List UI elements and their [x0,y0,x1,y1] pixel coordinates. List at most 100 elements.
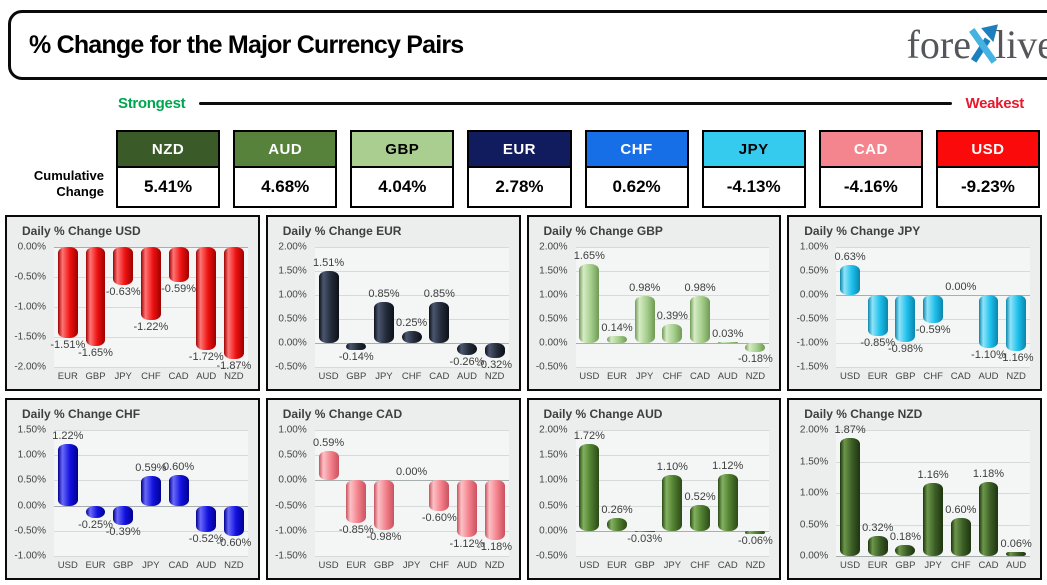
gridline [575,556,770,557]
x-tick-label-EUR: EUR [867,371,888,382]
gridline [836,461,1030,463]
x-tick-label-CAD: CAD [168,371,189,382]
x-tick-label-CAD: CAD [717,560,738,571]
y-tick-label: 1.00% [799,241,829,253]
data-label-EUR: -1.51% [50,338,86,351]
y-tick-label: -1.00% [14,550,46,562]
gridline [314,430,509,431]
x-axis-AUD: USD EUR GBP JPY CHF CAD NZD [576,560,770,573]
data-label-CHF: 0.60% [945,504,977,517]
bar-AUD-vs-USD [579,444,600,531]
bar-JPY-vs-USD [840,264,861,295]
bar-NZD-vs-JPY [923,482,944,556]
y-tick-label: 0.00% [799,550,829,562]
x-tick-label-USD: USD [840,371,861,382]
bar-GBP-vs-CAD [690,295,710,343]
gridline [575,295,770,296]
currency-column-JPY: JPY -4.13% [701,130,806,208]
x-tick-label-NZD: NZD [484,560,505,571]
chart-panel-EUR: Daily % Change EUR 2.00% 1.50% 1.00% 0.50% 0.… [265,215,521,391]
plot-area-JPY: 0.63% -0.85% -0.98% -0.59% 0.00% -1.10% -1.16% [834,247,1034,368]
y-tick-label: 1.00% [799,487,829,499]
x-tick-label-CHF: CHF [951,560,971,571]
cumulative-value-JPY: -4.13% [701,168,806,208]
cumulative-change-table: NZD 5.41% AUD 4.68% GBP 4.04% EUR 2.78% CHF 0.62%… [116,130,1040,208]
y-tick-label: 1.50% [539,265,568,277]
bar-NZD-vs-AUD [1006,552,1027,556]
x-tick-label-EUR: EUR [606,560,628,571]
y-tick-label: 1.00% [17,449,46,461]
y-axis-JPY: 1.00% 0.50% 0.00% -0.50% -1.00% -1.50% [789,242,832,373]
chart-panel-USD: Daily % Change USD 0.00% -0.50% -1.00% -1.50… [5,215,260,391]
x-tick-label-JPY: JPY [663,560,682,571]
currency-header-JPY: JPY [701,130,806,168]
x-tick-label-NZD: NZD [745,371,766,382]
data-label-NZD: -0.32% [477,359,513,372]
chart-panel-AUD: Daily % Change AUD 2.00% 1.50% 1.00% 0.50% 0.… [526,398,782,580]
x-tick-label-JPY: JPY [142,560,160,571]
data-label-CHF: -1.22% [133,321,169,334]
chart-title-AUD: Daily % Change AUD [543,407,663,421]
y-tick-label: -2.00% [14,361,46,373]
x-tick-label-CHF: CHF [662,371,683,382]
x-tick-label-USD: USD [318,560,339,571]
x-tick-label-GBP: GBP [373,560,394,571]
plot-area-CAD: 0.59% -0.85% -0.98% 0.00% -0.60% -1.12% -1.18% [313,430,513,557]
x-tick-label-GBP: GBP [895,560,916,571]
bar-CHF-vs-USD [57,444,78,506]
gridline [54,530,248,532]
chart-title-NZD: Daily % Change NZD [804,407,923,421]
gridline [836,247,1030,248]
strength-scale-line [199,101,952,105]
x-tick-label-EUR: EUR [57,371,78,382]
y-tick-label: 2.00% [539,241,568,253]
y-tick-label: 0.50% [539,500,568,512]
bar-EUR-vs-JPY [373,302,394,343]
bar-GBP-vs-CHF [662,324,683,343]
y-axis-CAD: 1.00% 0.50% 0.00% -0.50% -1.00% -1.50% [268,425,311,562]
x-tick-label-GBP: GBP [113,560,134,571]
x-tick-label-EUR: EUR [85,560,106,571]
data-label-NZD: -1.87% [216,360,252,373]
gridline [54,556,248,557]
gridline [314,295,509,296]
gridline [54,455,248,457]
data-label-CHF: -0.59% [915,324,951,337]
y-tick-label: 1.00% [539,474,568,486]
currency-column-EUR: EUR 2.78% [467,130,572,208]
bar-GBP-vs-NZD [745,343,766,352]
y-tick-label: -1.50% [796,361,829,373]
gridline [836,367,1030,368]
gridline [575,271,770,272]
currency-header-CHF: CHF [584,130,689,168]
cumulative-value-CHF: 0.62% [584,168,689,208]
data-label-NZD: -1.18% [477,540,513,553]
bar-AUD-vs-NZD [745,530,766,534]
y-tick-label: 0.50% [278,449,307,461]
gridline [314,319,509,320]
data-label-CAD: 1.12% [712,460,744,473]
data-label-GBP: -0.98% [888,343,923,356]
bar-CAD-vs-AUD [457,480,477,537]
x-tick-label-USD: USD [840,560,861,571]
x-tick-label-JPY: JPY [375,371,393,382]
data-label-JPY: 0.59% [135,461,167,474]
data-label-NZD: -0.18% [737,352,773,365]
x-tick-label-CHF: CHF [401,371,422,382]
gridline [54,337,248,338]
x-tick-label-USD: USD [57,560,78,571]
bar-USD-vs-JPY [113,247,134,285]
x-tick-label-NZD: NZD [224,371,244,382]
y-tick-label: -0.50% [14,271,46,283]
cumulative-value-USD: -9.23% [935,168,1040,208]
data-label-GBP: -0.14% [338,350,374,363]
currency-column-NZD: NZD 5.41% [116,130,221,208]
chart-panel-JPY: Daily % Change JPY 1.00% 0.50% 0.00% -0.50% -… [787,215,1042,391]
data-label-EUR: -0.25% [78,519,113,532]
data-label-USD: 1.22% [52,430,84,443]
x-tick-label-AUD: AUD [978,371,999,382]
currency-column-USD: USD -9.23% [935,130,1040,208]
x-tick-label-NZD: NZD [224,560,244,571]
y-tick-label: -0.50% [796,313,829,325]
data-label-CHF: 0.39% [656,310,688,323]
